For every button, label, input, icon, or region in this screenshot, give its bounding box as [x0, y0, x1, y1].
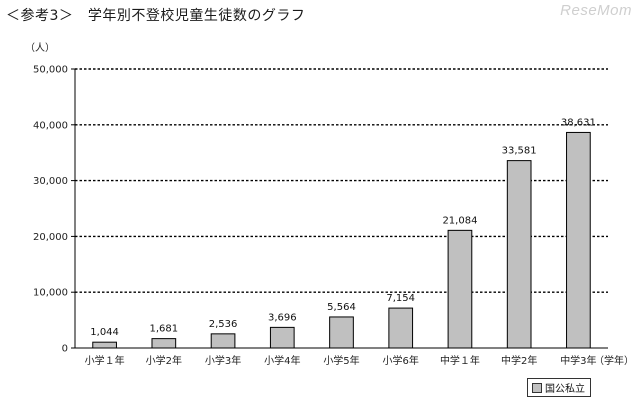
y-tick-label: 40,000	[33, 120, 68, 131]
x-tick-label: 小学１年	[85, 354, 125, 367]
x-tick-label: 小学3年	[205, 354, 241, 367]
page-title: ＜参考3＞ 学年別不登校児童生徒数のグラフ	[6, 8, 306, 24]
data-label: 5,564	[327, 302, 356, 313]
bar	[447, 229, 473, 349]
bar	[151, 338, 177, 349]
data-label: 1,681	[150, 324, 179, 335]
x-tick-label: 小学4年	[264, 354, 300, 367]
x-axis-unit-label: （学年）	[594, 354, 634, 367]
x-tick-label: 小学5年	[323, 354, 359, 367]
bar	[506, 160, 532, 349]
bar	[566, 131, 591, 349]
bar	[269, 326, 295, 349]
data-label: 33,581	[502, 146, 537, 157]
legend-label: 国公私立	[545, 384, 585, 395]
bar	[92, 341, 117, 349]
x-tick-label: 中学3年	[560, 354, 596, 367]
data-label: 38,631	[561, 117, 596, 128]
data-label: 3,696	[268, 312, 297, 323]
legend: 国公私立	[527, 378, 591, 397]
data-label: 1,044	[90, 327, 119, 338]
watermark-logo: ReseMom	[560, 2, 632, 19]
x-tick-label: 中学2年	[501, 354, 537, 367]
y-tick-label: 0	[62, 344, 68, 355]
data-label: 7,154	[386, 293, 415, 304]
grid-lines	[75, 68, 608, 293]
legend-swatch	[532, 382, 542, 393]
bar	[210, 333, 236, 349]
data-label: 2,536	[209, 319, 238, 330]
y-tick-label: 20,000	[33, 232, 68, 243]
x-tick-label: 小学2年	[146, 354, 182, 367]
y-tick-label: 30,000	[33, 176, 68, 187]
data-label: 21,084	[442, 215, 477, 226]
data-labels: 1,044 1,681 2,536 3,696 5,564 7,154 21,084 33,5…	[90, 117, 596, 338]
bar	[388, 307, 414, 349]
y-tick-label: 10,000	[33, 288, 68, 299]
bar	[329, 316, 354, 349]
x-tick-label: 小学6年	[383, 354, 419, 367]
y-axis-unit-label: （人）	[25, 42, 55, 54]
y-tick-label: 50,000	[33, 65, 68, 76]
x-tick-label: 中学１年	[440, 354, 480, 367]
bars	[92, 131, 591, 349]
axes: 0 10,000 20,000 30,000 40,000 50,000 小学１年 小学2年 小…	[33, 65, 608, 367]
